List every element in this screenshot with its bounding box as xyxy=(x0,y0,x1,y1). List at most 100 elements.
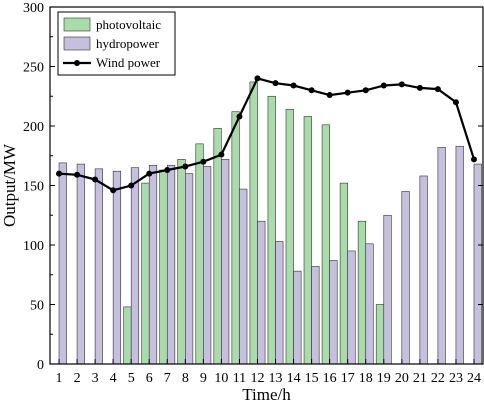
photovoltaic-bar xyxy=(213,128,222,365)
x-tick-label: 8 xyxy=(182,371,189,386)
hydropower-bar xyxy=(148,164,158,365)
wind-power-point xyxy=(146,170,153,177)
x-tick-label: 18 xyxy=(359,371,373,386)
hydropower-bar xyxy=(94,168,103,365)
photovoltaic-bar xyxy=(141,182,150,365)
x-tick-label: 11 xyxy=(233,371,246,386)
wind-power-point xyxy=(308,87,315,94)
legend-label: hydropower xyxy=(96,36,159,51)
legend-swatch xyxy=(63,17,91,32)
hydropower-bar xyxy=(311,266,320,365)
x-tick-label: 5 xyxy=(128,371,135,386)
hydropower-bar xyxy=(383,214,392,365)
y-tick-label: 200 xyxy=(23,120,44,135)
wind-power-point xyxy=(254,75,261,82)
wind-power-line xyxy=(58,77,476,192)
wind-power-point xyxy=(470,156,477,163)
y-tick-label: 150 xyxy=(23,180,44,195)
y-tick-label: 250 xyxy=(23,61,44,76)
x-tick-label: 21 xyxy=(413,371,427,386)
hydropower-bar xyxy=(437,147,446,365)
hydropower-bar xyxy=(239,188,248,365)
x-tick-label: 14 xyxy=(287,371,301,386)
photovoltaic-bar xyxy=(285,109,294,365)
photovoltaic-bar xyxy=(177,159,186,365)
wind-power-point xyxy=(344,89,351,96)
wind-power-point xyxy=(290,82,297,89)
x-tick-label: 16 xyxy=(323,371,337,386)
legend-swatch xyxy=(63,36,91,51)
hydropower-bar xyxy=(293,270,302,365)
legend-marker xyxy=(74,60,80,66)
photovoltaic-bar xyxy=(357,220,367,365)
wind-power-point xyxy=(434,86,441,93)
wind-power-point xyxy=(236,113,243,120)
hydropower-bar xyxy=(166,164,176,365)
wind-power-point xyxy=(218,151,225,158)
hydropower-bar xyxy=(257,220,266,365)
photovoltaic-bar xyxy=(195,143,204,365)
wind-power-point xyxy=(56,170,63,177)
photovoltaic-bar xyxy=(159,169,168,365)
hydropower-bar xyxy=(185,173,194,365)
x-tick-label: 10 xyxy=(214,371,228,386)
x-tick-label: 2 xyxy=(74,371,81,386)
wind-power-point xyxy=(416,84,423,91)
y-tick-label: 50 xyxy=(30,299,44,314)
hydropower-bar xyxy=(221,159,230,365)
x-tick-label: 19 xyxy=(377,371,391,386)
x-axis-title: Time/h xyxy=(242,385,291,404)
hydropower-bar xyxy=(203,166,212,365)
wind-line-layer xyxy=(56,75,477,194)
hydropower-bar xyxy=(455,145,464,365)
hydropower-bar xyxy=(58,162,67,365)
y-tick-label: 100 xyxy=(23,239,44,254)
hydropower-bar xyxy=(473,163,482,365)
hydropower-bar xyxy=(419,175,428,365)
wind-power-point xyxy=(110,187,117,194)
photovoltaic-bar xyxy=(303,116,312,365)
wind-power-point xyxy=(200,158,207,165)
hydropower-bar xyxy=(112,170,122,365)
x-tick-label: 7 xyxy=(164,371,171,386)
x-tick-label: 4 xyxy=(110,371,117,386)
x-tick-label: 6 xyxy=(146,371,153,386)
photovoltaic-bar xyxy=(375,304,385,365)
x-tick-label: 13 xyxy=(269,371,283,386)
wind-power-point xyxy=(326,92,333,99)
wind-power-point xyxy=(452,99,459,106)
x-tick-label: 22 xyxy=(431,371,445,386)
hydropower-bar xyxy=(275,241,284,365)
y-tick-label: 300 xyxy=(23,1,44,16)
hydropower-bar xyxy=(347,250,356,365)
wind-power-point xyxy=(182,163,189,170)
photovoltaic-bar xyxy=(231,111,240,365)
wind-power-point xyxy=(164,167,171,174)
photovoltaic-bar xyxy=(249,81,258,365)
x-tick-label: 12 xyxy=(250,371,264,386)
hydropower-bar xyxy=(365,243,374,365)
y-tick-label: 0 xyxy=(37,358,44,373)
x-tick-label: 15 xyxy=(305,371,319,386)
legend: photovoltaic hydropower Wind power xyxy=(57,11,176,76)
x-tick-label: 23 xyxy=(449,371,463,386)
photovoltaic-bar xyxy=(267,95,276,365)
bars-layer xyxy=(58,81,482,365)
x-tick-label: 1 xyxy=(56,371,63,386)
wind-power-point xyxy=(380,82,387,89)
x-tick-label: 9 xyxy=(200,371,207,386)
wind-power-point xyxy=(92,176,99,183)
wind-power-point xyxy=(362,87,369,94)
wind-power-point xyxy=(128,182,135,189)
wind-power-point xyxy=(398,81,405,88)
x-tick-label: 20 xyxy=(395,371,409,386)
x-tick-label: 24 xyxy=(467,371,481,386)
photovoltaic-bar xyxy=(339,182,348,365)
wind-power-point xyxy=(74,171,81,178)
wind-power-point xyxy=(272,80,279,87)
hydropower-bar xyxy=(401,191,410,365)
hydropower-bar xyxy=(329,260,338,365)
y-axis-title: Output/MW xyxy=(0,143,19,227)
x-tick-label: 3 xyxy=(92,371,99,386)
